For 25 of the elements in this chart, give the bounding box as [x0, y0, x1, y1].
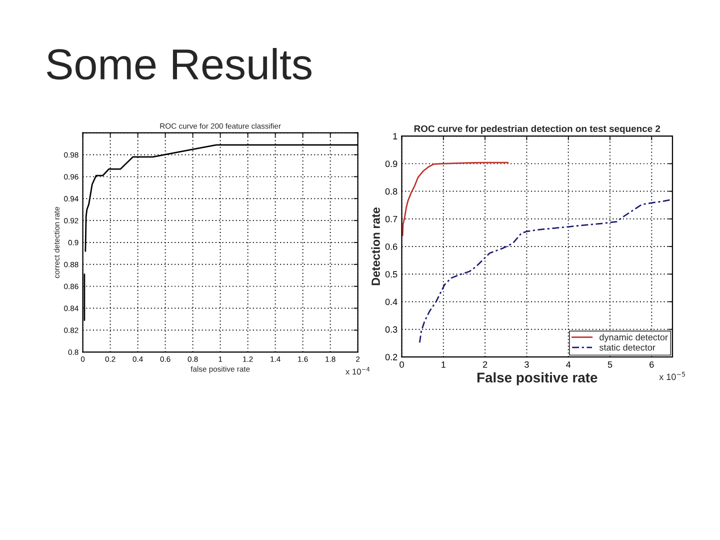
y-tick-label: 0.4	[385, 298, 398, 306]
y-axis-title: Detection rate	[371, 208, 380, 286]
y-tick-label: 0.9	[385, 160, 398, 168]
line-series	[402, 162, 509, 236]
x-tick-label: 0	[400, 361, 404, 368]
x-tick-label: 3	[524, 361, 529, 368]
y-tick-label: 0.8	[385, 188, 398, 195]
x-axis-title: False positive rate	[477, 372, 598, 386]
y-tick-label: 1	[393, 133, 398, 140]
legend-label: dynamic detector	[600, 334, 668, 342]
y-tick-label: 0.5	[385, 271, 398, 278]
text: x 10$^{−4}$	[346, 367, 370, 375]
text: x 10$^{−5}$	[659, 372, 686, 380]
legend-label: static detector	[599, 344, 656, 351]
y-tick-label: 0.3	[385, 326, 398, 333]
y-tick-label: 0.6	[385, 243, 398, 250]
x-tick-label: 4	[566, 361, 571, 368]
chart-title: ROC curve for pedestrian detection on test sequence 2	[414, 125, 660, 134]
x-tick-label: 1	[442, 361, 446, 368]
line-series	[418, 198, 672, 344]
x-tick-label: 2	[483, 361, 488, 368]
text: Some Results	[46, 48, 312, 80]
y-tick-label: 0.7	[385, 216, 398, 222]
x-tick-label: 6	[650, 361, 654, 368]
x-tick-label: 5	[608, 361, 612, 368]
